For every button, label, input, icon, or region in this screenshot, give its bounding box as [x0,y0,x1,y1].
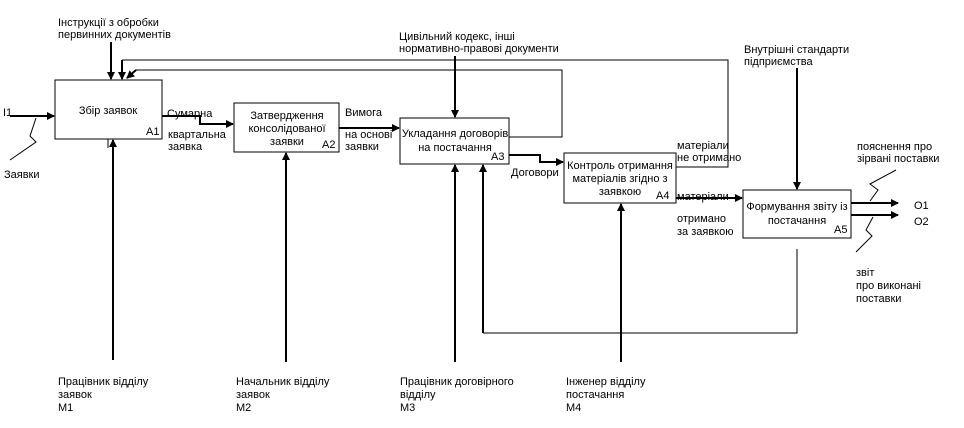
box-a2-title-line2: консолідованої [248,123,325,135]
box-a4-title-line3: заявкою [599,186,641,198]
box-a4-title-line1: Контроль отримання [567,160,673,172]
arrow-ne-otrymano-line2: не отримано [677,152,741,164]
box-a3[interactable]: Укладання договорів на постачання А3 [399,117,510,165]
feedback-dogovory-to-a3 [479,164,798,334]
feedback-a3-to-a1 [126,69,563,138]
box-a2[interactable]: Затвердження консолідованої заявки А2 [233,102,340,153]
arrow-kvartalna-line1: квартальна [168,129,227,141]
control-standards-line2: підприємства [744,56,813,68]
box-a5-title-line2: постачання [768,215,826,227]
box-a5[interactable]: Формування звіту із постачання А5 [742,189,852,239]
mechanism-m2: Начальник відділу заявок M2 [236,152,330,414]
box-a3-code: А3 [491,151,504,163]
mechanism-m4: Інженер відділу постачання M4 [566,203,646,414]
box-a3-title-line2: на постачання [418,142,492,154]
box-a4[interactable]: Контроль отримання матеріалів згідно з з… [563,152,677,204]
output-poyasnennya-line1: пояснення про [857,141,932,153]
box-a2-title-line3: заявки [270,136,304,148]
box-a2-title-line1: Затвердження [250,110,323,122]
arrow-vymoga-line2: на основі [345,129,392,141]
arrow-a3-to-a4: Договори [509,154,564,179]
output-o1-label: O1 [914,200,929,212]
arrow-otrymano-line3: за заявкою [677,226,733,238]
control-instructions-line2: первинних документів [58,29,171,41]
box-a1-code: А1 [146,126,159,138]
arrow-otrymano-line1: матеріали [677,191,729,203]
mechanism-m3-line1: Працівник договірного [400,376,514,388]
arrow-a2-to-a3: Вимога на основі заявки [339,107,400,153]
box-a2-code: А2 [322,139,335,151]
control-civil-code-line2: нормативно-правові документи [399,43,559,55]
mechanism-m1-line1: Працівник відділу [58,376,149,388]
mechanism-m3: Працівник договірного відділу M3 [400,164,514,414]
mechanism-m1-line2: заявок [58,389,92,401]
mechanism-m4-line1: Інженер відділу [566,376,646,388]
input-i1-label: I1 [3,107,12,119]
box-a5-title-line1: Формування звіту із [746,201,847,213]
arrow-kvartalna-line2: заявка [168,141,203,153]
mechanism-m4-line2: постачання [566,389,624,401]
arrow-otrymano-line2: отримано [677,213,726,225]
mechanism-m1-code: M1 [58,402,73,414]
box-a3-title-line1: Укладання договорів [402,128,508,140]
arrow-input-i1: I1 Заявки [3,107,55,181]
mechanism-m2-line2: заявок [236,389,270,401]
box-a4-title-line2: матеріалів згідно з [572,173,667,185]
arrow-sumarna-label: Сумарна [167,108,213,120]
arrow-vymoga-line1: Вимога [345,107,383,119]
arrow-a4-to-a5: матеріали не отримано матеріали отримано… [676,140,743,238]
arrow-dogovory-label: Договори [511,167,559,179]
box-a4-code: А4 [656,190,669,202]
mechanism-m1: Працівник відділу заявок M1 [58,139,149,414]
mechanism-m2-line1: Начальник відділу [236,376,330,388]
output-zvit-line1: звіт [856,267,874,279]
arrow-vymoga-line3: заявки [345,141,379,153]
squiggle [9,117,37,161]
output-zvit-line3: поставки [856,293,901,305]
squiggle [855,216,874,253]
control-instructions-line1: Інструкції з обробки [58,17,159,29]
box-a1[interactable]: Збір заявок А1 [54,79,163,140]
output-o1: пояснення про зірвані поставки O1 [851,141,939,212]
control-civil-code: Цивільний кодекс, інші нормативно-правов… [399,31,559,118]
mechanism-m3-code: M3 [400,402,415,414]
output-o2: O2 звіт про виконані поставки [851,211,929,305]
arrow-ne-otrymano-line1: матеріали [677,140,729,152]
control-standards-line1: Внутрішні стандарти [744,44,849,56]
mechanism-m2-code: M2 [236,402,251,414]
squiggle [869,169,897,202]
output-poyasnennya-line2: зірвані поставки [857,153,939,165]
output-zvit-line2: про виконані [856,280,921,292]
input-zayavky-label: Заявки [4,169,40,181]
control-civil-code-line1: Цивільний кодекс, інші [399,31,515,43]
output-o2-label: O2 [914,216,929,228]
box-a1-title: Збір заявок [79,105,138,117]
arrow-a1-to-a2: Сумарна квартальна заявка [162,108,234,153]
mechanism-m4-code: M4 [566,402,581,414]
control-standards: Внутрішні стандарти підприємства [744,44,849,190]
mechanism-m3-line2: відділу [400,389,436,401]
feedback-a4-to-a1 [118,59,729,168]
box-a5-code: А5 [834,224,847,236]
control-instructions: Інструкції з обробки первинних документі… [58,17,171,80]
